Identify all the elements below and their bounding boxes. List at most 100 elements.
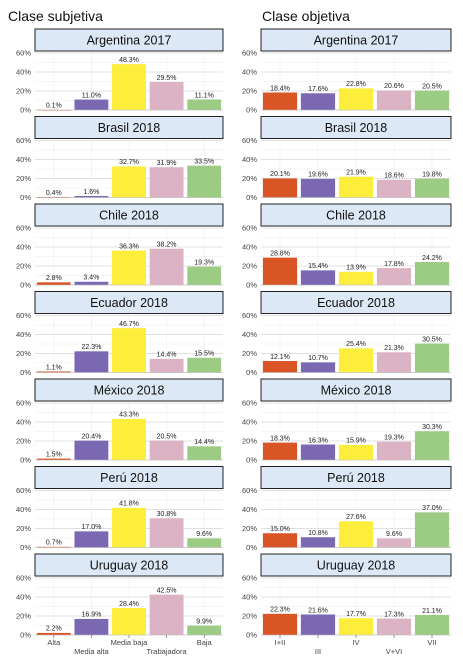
bar <box>338 88 374 110</box>
bar-value-label: 9.9% <box>196 618 212 625</box>
bar-value-label: 36.3% <box>119 243 139 250</box>
bar <box>376 441 412 460</box>
bar-value-label: 17.3% <box>384 611 404 618</box>
panel-title: Ecuador 2018 <box>317 296 395 310</box>
y-tick-label: 60% <box>16 399 31 408</box>
x-tick-label: Alta <box>47 638 61 647</box>
y-tick-label: 0% <box>20 631 31 640</box>
panel-strip <box>34 378 224 402</box>
panel-title: Perú 2018 <box>327 471 385 485</box>
x-tick-label: IV <box>352 638 359 647</box>
bar <box>187 446 222 460</box>
y-tick-label: 20% <box>16 174 31 183</box>
x-tick-label: VII <box>427 638 436 647</box>
bar <box>376 618 412 635</box>
bar <box>262 92 298 110</box>
bar-value-label: 41.8% <box>119 501 139 508</box>
bar-value-label: 13.9% <box>346 265 366 272</box>
bar <box>414 178 450 198</box>
bar-value-label: 2.2% <box>46 626 62 633</box>
bar-value-label: 14.4% <box>157 352 177 359</box>
y-tick-label: 0% <box>246 631 257 640</box>
bar <box>36 458 71 460</box>
y-tick-label: 20% <box>16 262 31 271</box>
panel-strip <box>260 291 452 314</box>
panel: Argentina 2017 0% 20% 40% 60% 0.1% 11.0% 48.3% 2… <box>16 28 224 115</box>
panel-strip <box>260 28 452 52</box>
right-column: Argentina 2017 0% 20% 40% 60% 18.4% 17.6% 22.8%… <box>242 28 452 656</box>
x-tick-label: Media alta <box>74 647 109 656</box>
bar <box>262 533 298 548</box>
bar <box>376 179 412 198</box>
right-column-title: Clase objetiva <box>262 8 350 24</box>
bar-value-label: 17.8% <box>384 261 404 268</box>
bar-value-label: 30.3% <box>422 424 442 431</box>
left-column: Argentina 2017 0% 20% 40% 60% 0.1% 11.0% 48.3% 2… <box>16 28 224 656</box>
bar-value-label: 27.6% <box>346 514 366 521</box>
x-tick-label: I+II <box>275 638 286 647</box>
bar <box>338 618 374 635</box>
bar-value-label: 14.4% <box>194 439 214 446</box>
bar-value-label: 32.7% <box>119 159 139 166</box>
bar <box>300 537 336 548</box>
panel-title: México 2018 <box>321 384 392 398</box>
panel: México 2018 0% 20% 40% 60% 18.3% 16.3% 15.9% 19.… <box>242 378 452 465</box>
y-tick-label: 60% <box>242 399 257 408</box>
bar-value-label: 28.4% <box>119 601 139 608</box>
bar-value-label: 20.5% <box>157 433 177 440</box>
bar-value-label: 0.1% <box>46 103 62 110</box>
bar-value-label: 0.4% <box>46 190 62 197</box>
bar <box>112 507 146 548</box>
bar-value-label: 31.9% <box>157 160 177 167</box>
bar <box>338 444 374 460</box>
y-tick-label: 40% <box>242 418 257 427</box>
y-tick-label: 60% <box>242 574 257 583</box>
bar-value-label: 22.8% <box>346 81 366 88</box>
x-tick-label: III <box>315 647 321 656</box>
bar-value-label: 19.6% <box>308 172 328 179</box>
bar-value-label: 17.6% <box>308 86 328 93</box>
panel-strip <box>34 466 224 489</box>
panel-title: Uruguay 2018 <box>317 559 396 573</box>
bar <box>376 90 412 110</box>
panel-strip <box>260 378 452 402</box>
panel-strip <box>260 553 452 577</box>
bar <box>187 266 222 285</box>
panel-title: Chile 2018 <box>326 209 386 223</box>
bar <box>187 625 222 635</box>
bar <box>262 178 298 198</box>
bar-value-label: 3.4% <box>83 275 99 282</box>
bar-value-label: 18.4% <box>270 85 290 92</box>
y-tick-label: 0% <box>20 368 31 377</box>
y-tick-label: 0% <box>246 456 257 465</box>
panel-title: México 2018 <box>94 384 165 398</box>
bar-value-label: 20.5% <box>422 83 442 90</box>
bar <box>36 546 71 548</box>
bar <box>74 440 109 460</box>
y-tick-label: 40% <box>242 155 257 164</box>
panel-strip <box>34 28 224 52</box>
bar <box>36 632 71 635</box>
panel-title: Brasil 2018 <box>325 121 388 135</box>
bar <box>262 361 298 373</box>
bar-value-label: 15.4% <box>308 263 328 270</box>
panel-strip <box>34 203 224 227</box>
panel: Argentina 2017 0% 20% 40% 60% 18.4% 17.6% 22.8%… <box>242 28 452 115</box>
y-tick-label: 60% <box>242 224 257 233</box>
bar <box>149 167 184 198</box>
bar <box>112 250 146 285</box>
chart-panels: Argentina 2017 0% 20% 40% 60% 0.1% 11.0% 48.3% 2… <box>16 28 452 656</box>
bar-value-label: 15.0% <box>270 526 290 533</box>
y-tick-label: 40% <box>16 418 31 427</box>
bar-value-label: 20.4% <box>81 433 101 440</box>
bar-value-label: 22.3% <box>270 607 290 614</box>
bar-value-label: 15.5% <box>194 351 214 358</box>
y-tick-label: 0% <box>20 543 31 552</box>
y-tick-label: 20% <box>242 524 257 533</box>
bar <box>338 348 374 373</box>
panel: Perú 2018 0% 20% 40% 60% 15.0% 10.8% 27.6% 9.6% 3… <box>242 466 452 552</box>
y-tick-label: 40% <box>16 155 31 164</box>
bar <box>300 362 336 373</box>
y-tick-label: 60% <box>242 486 257 495</box>
